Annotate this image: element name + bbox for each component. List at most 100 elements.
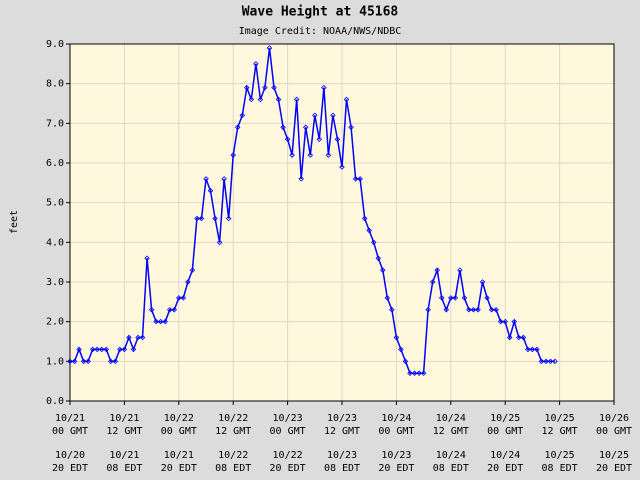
data-point — [402, 358, 409, 365]
data-point — [198, 215, 205, 222]
data-point — [366, 227, 372, 234]
data-point — [552, 358, 558, 365]
data-point — [176, 295, 182, 301]
data-point — [221, 176, 227, 182]
data-point — [289, 152, 295, 158]
data-point — [534, 346, 540, 353]
data-point — [257, 96, 264, 103]
data-point — [266, 45, 273, 51]
data-point — [479, 279, 486, 285]
data-point — [225, 215, 232, 222]
data-point — [108, 358, 114, 365]
data-point — [85, 358, 91, 365]
y-tick-label: 0.0 — [46, 396, 64, 407]
data-point — [153, 318, 159, 325]
data-point — [98, 346, 105, 353]
data-point — [180, 295, 187, 301]
x-tick-label: 10/25 — [545, 413, 575, 424]
data-point — [248, 96, 255, 103]
data-point — [520, 334, 527, 341]
data-point — [298, 176, 304, 182]
x-tick-time: 00 GMT — [487, 426, 523, 437]
data-point — [135, 334, 141, 341]
data-point — [216, 239, 223, 246]
x-tick-local-time: 20 EDT — [270, 463, 306, 474]
data-point — [194, 215, 200, 222]
data-point — [71, 358, 78, 365]
data-point — [130, 346, 137, 353]
data-point — [506, 334, 513, 341]
data-point — [547, 358, 554, 365]
x-tick-local-time: 20 EDT — [487, 463, 523, 474]
x-tick-local-time: 08 EDT — [324, 463, 360, 474]
data-point — [484, 295, 490, 301]
data-point — [407, 370, 413, 376]
data-point — [448, 295, 454, 301]
data-point — [262, 84, 268, 91]
x-tick-label: 10/21 — [55, 413, 85, 424]
y-tick-label: 2.0 — [46, 317, 64, 328]
x-tick-time: 12 GMT — [542, 426, 578, 437]
data-point — [411, 370, 418, 376]
data-point — [94, 346, 100, 353]
x-tick-time: 12 GMT — [433, 426, 469, 437]
plot-frame — [69, 43, 615, 402]
data-point — [330, 112, 336, 119]
x-tick-time: 00 GMT — [596, 426, 632, 437]
x-tick-local-time: 20 EDT — [596, 463, 632, 474]
x-tick-label: 10/22 — [218, 413, 248, 424]
data-point — [380, 267, 386, 273]
data-point — [511, 318, 518, 325]
data-point — [148, 307, 155, 313]
data-point — [103, 346, 110, 353]
data-point — [162, 318, 168, 325]
data-point — [157, 318, 164, 325]
x-tick-local-date: 10/21 — [164, 450, 194, 461]
y-tick-label: 1.0 — [46, 356, 64, 367]
data-point — [538, 358, 545, 365]
x-tick-time: 12 GMT — [106, 426, 142, 437]
data-point — [434, 267, 440, 273]
data-point — [302, 124, 309, 131]
data-point — [502, 318, 508, 325]
x-tick-local-date: 10/23 — [327, 450, 357, 461]
data-point — [212, 215, 218, 222]
data-point — [452, 295, 459, 301]
data-point — [321, 84, 327, 91]
data-point — [429, 279, 436, 285]
data-point — [361, 215, 368, 222]
x-tick-local-time: 08 EDT — [433, 463, 469, 474]
data-point — [253, 61, 259, 67]
data-point — [121, 346, 128, 353]
data-point — [370, 239, 377, 246]
x-tick-time: 00 GMT — [52, 426, 88, 437]
data-point — [493, 307, 499, 313]
data-point — [398, 346, 404, 353]
y-tick-label: 8.0 — [46, 79, 64, 90]
data-point — [343, 96, 350, 103]
x-tick-local-date: 10/20 — [55, 450, 85, 461]
x-tick-label: 10/24 — [436, 413, 466, 424]
y-tick-label: 5.0 — [46, 198, 64, 209]
y-tick-label: 4.0 — [46, 237, 64, 248]
data-point — [80, 358, 87, 365]
x-tick-label: 10/26 — [599, 413, 629, 424]
x-tick-time: 00 GMT — [378, 426, 414, 437]
data-point — [348, 124, 354, 131]
y-tick-label: 3.0 — [46, 277, 64, 288]
data-point — [375, 255, 382, 261]
data-point — [234, 124, 241, 131]
data-point — [438, 295, 445, 301]
data-point — [284, 136, 291, 142]
data-point — [207, 188, 214, 194]
data-point — [203, 176, 209, 182]
data-point — [139, 334, 146, 341]
data-point — [67, 358, 73, 365]
data-point — [112, 358, 119, 365]
data-point — [352, 176, 359, 182]
data-point — [516, 334, 522, 341]
y-tick-label: 7.0 — [46, 118, 64, 129]
data-point — [339, 164, 345, 170]
data-point — [166, 307, 173, 313]
